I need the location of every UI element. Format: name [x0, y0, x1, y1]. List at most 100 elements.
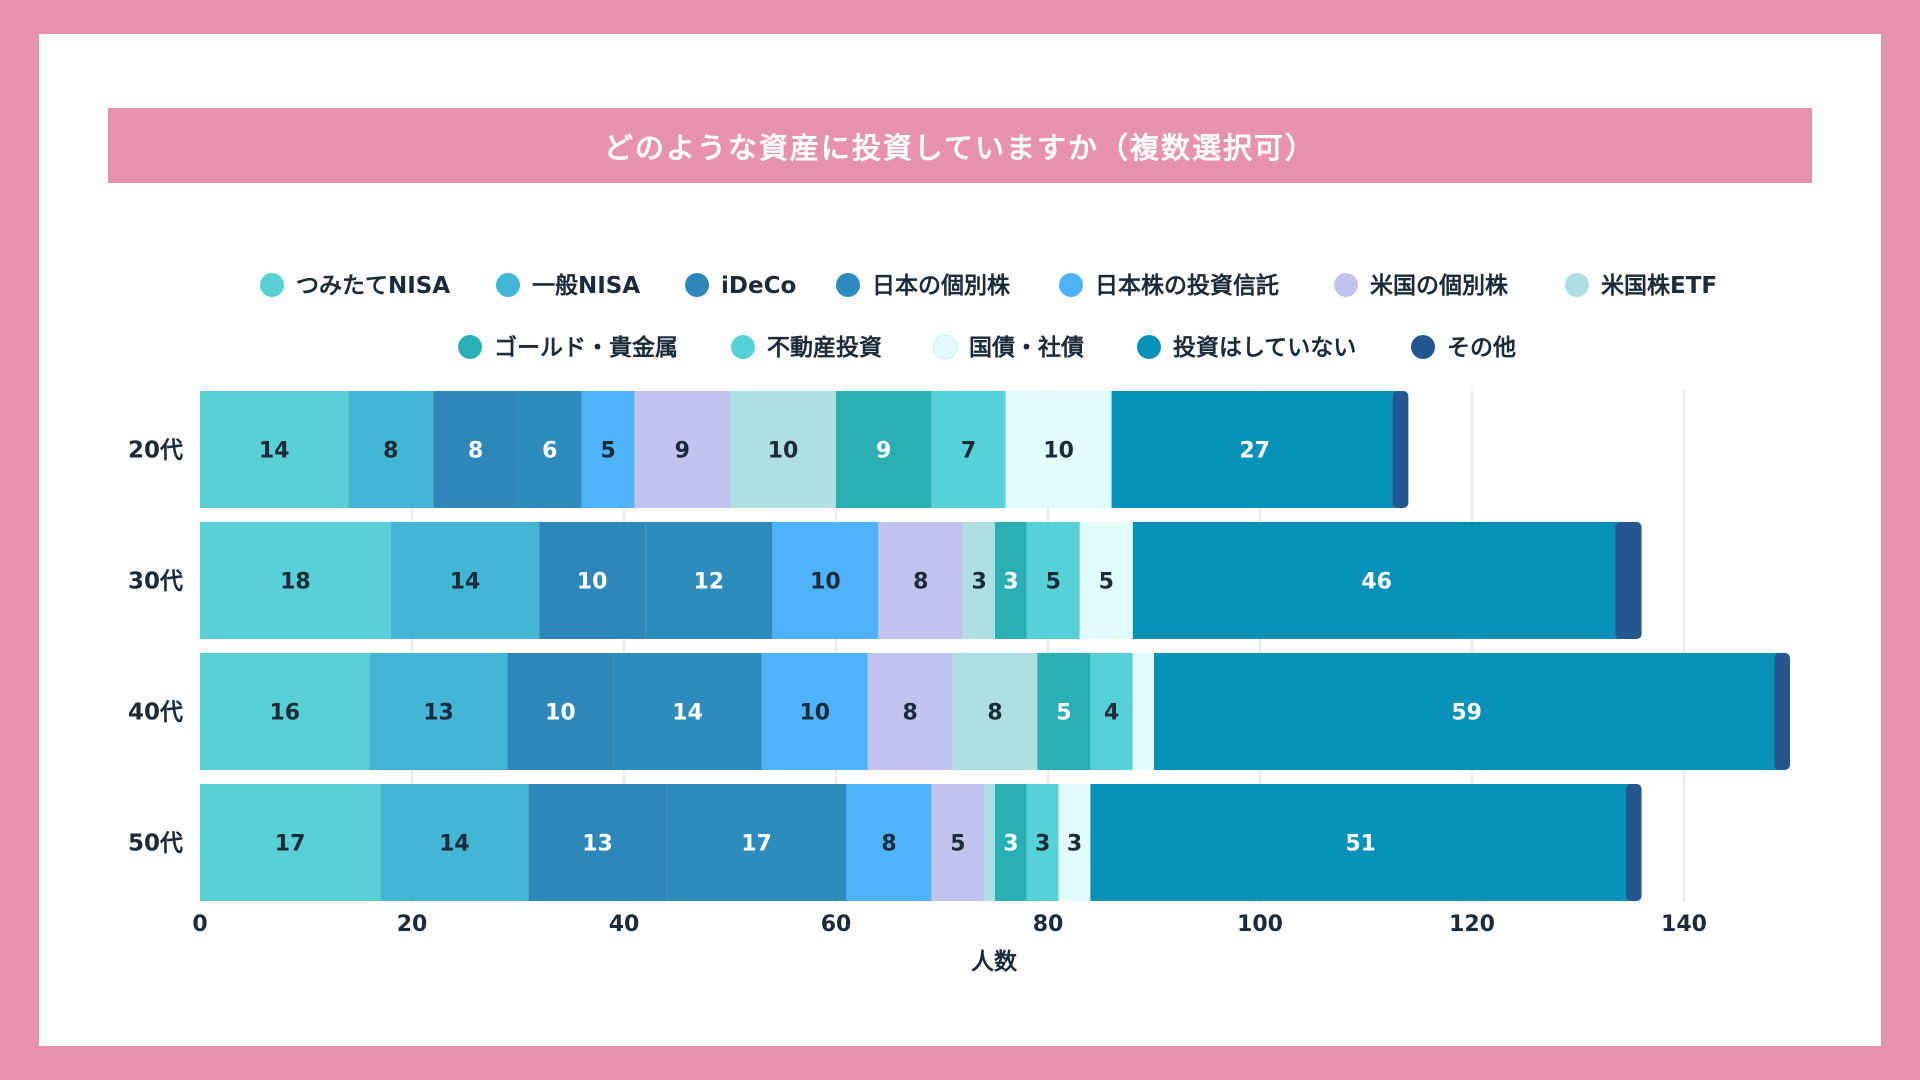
bar-segment: [931, 784, 985, 901]
bar-segment: [836, 391, 932, 508]
bar-row: 14 8 8 6 5 9 10 9 7 10 27: [200, 391, 1409, 508]
bar-segment: [634, 391, 730, 508]
bar-data-label: 17: [275, 832, 306, 857]
bar-row: 16 13 10 14 10 8 8 5 4 59: [200, 653, 1790, 770]
legend-label: 米国株ETF: [1601, 273, 1717, 299]
x-tick-label: 120: [1449, 912, 1495, 937]
bar-segment: [1392, 391, 1409, 508]
bar-data-label: 7: [961, 439, 976, 464]
legend-item: iDeCo: [685, 273, 796, 299]
bar-segment: [581, 391, 635, 508]
bar-segment: [528, 784, 667, 901]
bar-segment: [1026, 522, 1080, 639]
legend-swatch: [496, 273, 520, 297]
bar-data-label: 3: [1003, 570, 1018, 595]
bar-segment: [200, 653, 370, 770]
bar-data-label: 13: [582, 832, 613, 857]
legend: つみたてNISA 一般NISA iDeCo 日本の個別株 日本株の投資信託 米国の個別株 米…: [260, 272, 1717, 361]
bar-segment: [666, 784, 847, 901]
bar-segment: [1774, 653, 1790, 770]
bar-data-label: 51: [1345, 832, 1376, 857]
bar-data-label: 16: [269, 701, 300, 726]
bar-segment: [931, 391, 1006, 508]
bar-data-label: 4: [1104, 701, 1119, 726]
bar-segment: [952, 653, 1038, 770]
bar-segment: [1626, 784, 1642, 901]
bar-data-label: 10: [577, 570, 608, 595]
y-tick-label: 30代: [128, 569, 183, 595]
bar-data-label: 17: [741, 832, 772, 857]
x-tick-label: 40: [609, 912, 640, 937]
legend-swatch: [1334, 273, 1358, 297]
bar-data-label: 27: [1239, 439, 1270, 464]
legend-item: 日本株の投資信託: [1059, 272, 1279, 299]
bar-segment: [963, 522, 995, 639]
bar-data-label: 3: [1067, 832, 1082, 857]
bar-data-label: 14: [672, 701, 703, 726]
x-tick-label: 60: [821, 912, 852, 937]
legend-label: ゴールド・貴金属: [494, 334, 678, 361]
bar-data-label: 12: [693, 570, 724, 595]
bar-data-label: 10: [799, 701, 830, 726]
bar-segment: [200, 522, 391, 639]
bar-data-label: 14: [450, 570, 481, 595]
bar-segment: [1037, 653, 1091, 770]
bar-data-label: 14: [439, 832, 470, 857]
bar-segment: [1615, 522, 1642, 639]
bar-data-label: 6: [542, 439, 557, 464]
bar-segment: [1090, 653, 1133, 770]
bar-data-label: 3: [1003, 832, 1018, 857]
bar-data-label: 10: [810, 570, 841, 595]
legend-label: その他: [1447, 335, 1516, 361]
bar-segment: [369, 653, 508, 770]
bar-segment: [984, 784, 995, 901]
bar-segment: [613, 653, 762, 770]
legend-label: 投資はしていない: [1173, 334, 1356, 361]
bar-data-label: 18: [280, 570, 311, 595]
legend-item: 日本の個別株: [836, 273, 1011, 299]
y-tick-label: 50代: [128, 831, 183, 857]
legend-swatch: [1059, 273, 1083, 297]
bar-segment: [1111, 391, 1398, 508]
bar-data-label: 10: [1043, 439, 1074, 464]
legend-swatch: [685, 273, 709, 297]
bar-segment: [1132, 522, 1621, 639]
bar-segment: [1132, 653, 1154, 770]
bar-data-label: 3: [1035, 832, 1050, 857]
legend-swatch: [458, 335, 482, 359]
bar-segment: [200, 391, 349, 508]
legend-item: 不動産投資: [731, 334, 882, 361]
x-tick-label: 0: [192, 912, 207, 937]
bar-segment: [518, 391, 582, 508]
legend-label: 米国の個別株: [1370, 273, 1509, 299]
bar-data-label: 3: [971, 570, 986, 595]
bar-row: 17 14 13 17 8 5 3 3 3 51: [200, 784, 1642, 901]
legend-item: その他: [1411, 335, 1516, 361]
bar-segment: [1154, 653, 1780, 770]
legend-swatch: [932, 334, 958, 360]
bar-data-label: 9: [876, 439, 891, 464]
bar-data-label: 8: [913, 570, 928, 595]
legend-item: 米国株ETF: [1565, 273, 1717, 299]
legend-label: つみたてNISA: [296, 273, 450, 299]
y-tick-label: 40代: [128, 700, 183, 726]
legend-item: 一般NISA: [496, 272, 640, 299]
bar-data-label: 8: [903, 701, 918, 726]
bar-segment: [507, 653, 614, 770]
bar-data-label: 10: [545, 701, 576, 726]
legend-label: 日本の個別株: [872, 273, 1011, 299]
legend-label: 不動産投資: [767, 334, 882, 361]
bar-data-label: 5: [1056, 701, 1071, 726]
legend-item: 国債・社債: [932, 334, 1084, 361]
x-tick-label: 80: [1033, 912, 1064, 937]
bar-segment: [878, 522, 964, 639]
bar-data-label: 46: [1361, 570, 1392, 595]
legend-item: つみたてNISA: [260, 273, 450, 299]
legend-item: 米国の個別株: [1334, 273, 1509, 299]
bar-data-label: 8: [468, 439, 483, 464]
bar-data-label: 14: [259, 439, 290, 464]
bar-data-label: 59: [1451, 701, 1482, 726]
bar-segment: [867, 653, 953, 770]
